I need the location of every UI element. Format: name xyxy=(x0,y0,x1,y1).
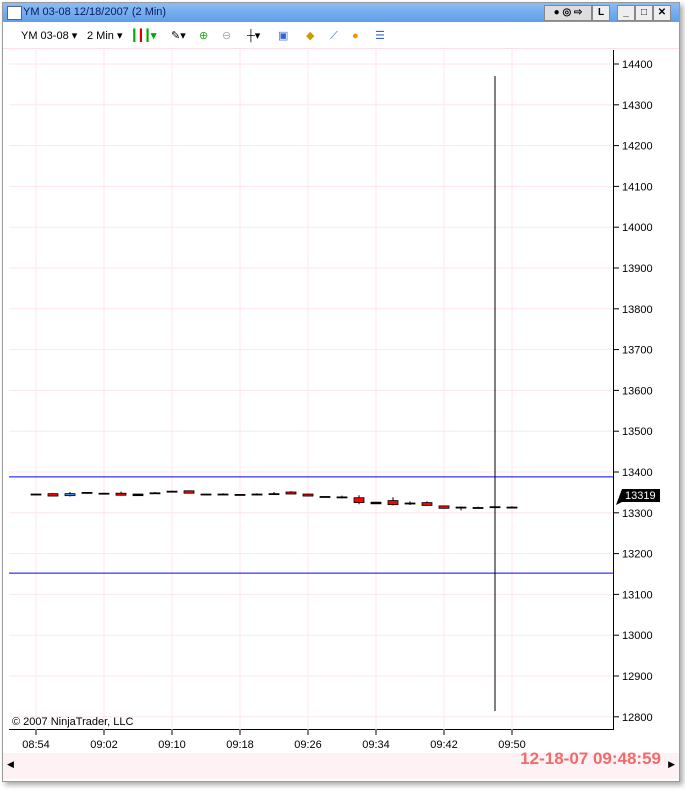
y-tick-label: 12900 xyxy=(622,671,653,683)
interval-selector[interactable]: 2 Min ▾ xyxy=(87,30,123,42)
zoom-out-icon[interactable]: ⊖ xyxy=(222,30,232,42)
y-tick-label: 14100 xyxy=(622,181,653,193)
last-price-marker xyxy=(616,489,660,506)
link-tools-icon[interactable]: ● ◎ ⇨ xyxy=(544,5,592,21)
candle-body xyxy=(47,493,59,497)
price-chart xyxy=(9,50,613,730)
candle-body xyxy=(285,491,297,495)
instrument-label: YM 03-08 xyxy=(21,30,69,42)
last-price-label: 13319 xyxy=(625,490,656,502)
x-tick-label: 09:18 xyxy=(226,739,254,751)
x-tick-label: 08:54 xyxy=(22,739,50,751)
candle-body xyxy=(506,506,518,509)
horizontal-scrollbar[interactable]: ◀ ▶ 12-18-07 09:48:59 xyxy=(3,749,679,779)
x-tick-label: 09:34 xyxy=(362,739,390,751)
link-button[interactable]: L xyxy=(592,5,610,21)
y-tick-label: 14200 xyxy=(622,141,653,153)
candle-body xyxy=(183,490,195,494)
y-tick-label: 13500 xyxy=(622,426,653,438)
candle-body xyxy=(404,502,416,505)
y-tick-label: 13000 xyxy=(622,630,653,642)
candlestick-icon[interactable]: ┃┃┃▾ xyxy=(131,30,157,42)
properties-icon[interactable]: ☰ xyxy=(375,30,385,42)
candle-body xyxy=(217,493,229,496)
crosshair-icon[interactable]: ┼▾ xyxy=(247,30,261,42)
chart-panel[interactable]: © 2007 NinjaTrader, LLC xyxy=(9,50,614,730)
candle-body xyxy=(132,493,144,497)
title-bar[interactable]: YM 03-08 12/18/2007 (2 Min) ● ◎ ⇨ L _ □ … xyxy=(3,3,679,22)
candle-body xyxy=(98,492,110,495)
candle-body xyxy=(336,496,348,499)
candle-body xyxy=(438,505,450,509)
scroll-left-arrow[interactable]: ◀ xyxy=(7,759,14,769)
instrument-selector[interactable]: YM 03-08 ▾ xyxy=(21,30,78,42)
y-tick-label: 13400 xyxy=(622,467,653,479)
candle-body xyxy=(455,506,467,509)
candle-body xyxy=(234,494,246,496)
window-title: YM 03-08 12/18/2007 (2 Min) xyxy=(23,6,167,18)
data-box-icon[interactable]: ▣ xyxy=(278,30,289,42)
copyright-text: © 2007 NinjaTrader, LLC xyxy=(12,716,134,728)
candle-body xyxy=(472,507,484,509)
candle-body xyxy=(353,497,365,504)
pencil-draw-icon[interactable]: ✎▾ xyxy=(171,30,186,42)
candle-body xyxy=(30,493,42,496)
y-tick-label: 13600 xyxy=(622,385,653,397)
price-axis[interactable]: 14400 14300 14200 14100 14000 13900 13800 13700… xyxy=(614,50,680,730)
chart-window: YM 03-08 12/18/2007 (2 Min) ● ◎ ⇨ L _ □ … xyxy=(2,2,680,782)
toolbar: YM 03-08 ▾ 2 Min ▾ ┃┃┃▾ ✎▾ ⊕ ⊖ ┼▾ ▣ ◆ ⟋ … xyxy=(3,24,679,49)
candle-body xyxy=(489,506,501,509)
zoom-in-icon[interactable]: ⊕ xyxy=(199,30,209,42)
x-tick-label: 09:42 xyxy=(430,739,458,751)
candle-body xyxy=(166,490,178,493)
candle-body xyxy=(421,502,433,506)
time-axis: 08:54 09:02 09:10 09:18 09:26 09:34 09:42 09:50 xyxy=(22,730,526,751)
candle-body xyxy=(251,493,263,496)
x-tick-label: 09:26 xyxy=(294,739,322,751)
candle-body xyxy=(149,492,161,495)
chart-icon xyxy=(7,6,22,20)
x-tick-label: 09:50 xyxy=(498,739,526,751)
candle-body xyxy=(64,493,76,497)
y-tick-label: 12800 xyxy=(622,712,653,724)
y-tick-label: 13900 xyxy=(622,263,653,275)
y-tick-label: 13300 xyxy=(622,508,653,520)
candle-body xyxy=(387,500,399,506)
candle-body xyxy=(370,501,382,505)
y-tick-label: 14400 xyxy=(622,59,653,71)
order-icon[interactable]: ● xyxy=(352,30,359,42)
minimize-button[interactable]: _ xyxy=(617,5,635,21)
candle-body xyxy=(302,493,314,497)
indicator-icon[interactable]: ⟋ xyxy=(330,30,338,42)
maximize-button[interactable]: □ xyxy=(635,5,653,21)
candle-body xyxy=(115,492,127,496)
y-tick-label: 13100 xyxy=(622,589,653,601)
y-tick-label: 14300 xyxy=(622,100,653,112)
timestamp: 12-18-07 09:48:59 xyxy=(520,749,661,768)
candle-body xyxy=(200,493,212,496)
candle-body xyxy=(268,493,280,496)
candle-body xyxy=(81,491,93,494)
strategy-icon[interactable]: ◆ xyxy=(306,30,315,42)
close-button[interactable]: ✕ xyxy=(653,5,671,21)
y-tick-label: 13200 xyxy=(622,549,653,561)
y-tick-label: 13700 xyxy=(622,345,653,357)
candle-body xyxy=(319,496,331,498)
interval-label: 2 Min xyxy=(87,30,114,42)
scroll-right-arrow[interactable]: ▶ xyxy=(668,759,675,769)
x-tick-label: 09:10 xyxy=(158,739,186,751)
y-tick-label: 14000 xyxy=(622,222,653,234)
x-tick-label: 09:02 xyxy=(90,739,118,751)
y-tick-label: 13800 xyxy=(622,304,653,316)
